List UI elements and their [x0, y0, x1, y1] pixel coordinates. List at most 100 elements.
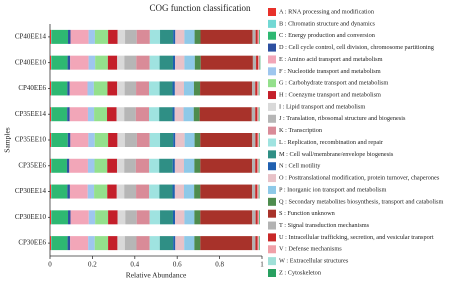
- x-axis-title: Relative Abundance: [126, 271, 187, 280]
- legend-label: E : Amino acid transport and metabolism: [279, 56, 383, 63]
- legend-swatch: [268, 150, 276, 159]
- bar-segment: [51, 236, 68, 251]
- bar-segment: [69, 158, 88, 173]
- bar-segment: [160, 29, 174, 44]
- bar-segment: [124, 184, 137, 199]
- legend-label: U : Intracellular trafficking, secretion…: [279, 234, 434, 241]
- y-axis-title: Samples: [3, 127, 12, 152]
- legend-swatch: [268, 162, 276, 171]
- bar-segment: [174, 158, 184, 173]
- bar-segment: [94, 133, 109, 147]
- legend-label: K : Transcription: [279, 127, 323, 134]
- bar-segment: [51, 210, 69, 225]
- legend-label: F : Nucleotide transport and metabolism: [279, 68, 381, 75]
- bar-segment: [193, 81, 201, 96]
- bar-segment: [252, 236, 256, 251]
- bar-segment: [257, 133, 259, 147]
- legend-swatch: [268, 174, 276, 183]
- legend-swatch: [268, 233, 276, 242]
- bar-segment: [173, 133, 176, 147]
- bar-segment: [88, 210, 96, 225]
- bar-segment: [125, 210, 137, 225]
- legend-swatch: [268, 257, 276, 266]
- bar-segment: [66, 158, 70, 173]
- bar-segment: [259, 236, 260, 251]
- bar-segment: [194, 210, 201, 225]
- legend-swatch: [268, 209, 276, 218]
- bar-segment: [251, 107, 256, 122]
- bar-segment: [172, 107, 175, 122]
- bar-segment: [87, 158, 95, 173]
- x-tick-label: 0.8: [215, 261, 224, 269]
- bar-segment: [136, 236, 150, 251]
- bar-segment: [255, 236, 258, 251]
- bar-segment: [149, 55, 160, 70]
- chart-title: COG function classification: [150, 3, 251, 13]
- bar-segment: [116, 107, 125, 122]
- legend-label: O : Posttranslational modification, prot…: [279, 175, 440, 182]
- legend-label: H : Coenzyme transport and metabolism: [279, 91, 381, 98]
- bar-segment: [257, 81, 259, 96]
- bar-segment: [183, 184, 195, 199]
- bar-segment: [172, 210, 176, 225]
- bar-segment: [70, 55, 89, 70]
- bar-segment: [149, 133, 161, 147]
- bar-segment: [194, 133, 201, 147]
- bar-segment: [94, 29, 109, 44]
- bar-segment: [175, 236, 185, 251]
- legend-label: T : Signal transduction mechanisms: [279, 222, 370, 229]
- legend-swatch: [268, 126, 276, 135]
- y-tick-label: CP30EE14: [15, 187, 47, 195]
- legend-label: W : Extracellular structures: [279, 258, 349, 265]
- bar-segment: [184, 29, 195, 44]
- legend-swatch: [268, 31, 276, 40]
- bar-segment: [175, 210, 185, 225]
- bar-segment: [200, 29, 253, 44]
- bar-segment: [50, 107, 52, 122]
- bar-segment: [184, 55, 195, 70]
- legend-swatch: [268, 102, 276, 111]
- bar-segment: [159, 81, 173, 96]
- bar-segment: [108, 133, 118, 147]
- x-tick-label: 0.4: [130, 261, 139, 269]
- bar-segment: [174, 81, 184, 96]
- bar-segment: [87, 107, 95, 122]
- bar-segment: [50, 81, 52, 96]
- bar-segment: [124, 107, 136, 122]
- legend-label: A : RNA processing and modification: [279, 8, 375, 15]
- x-tick-label: 1: [260, 261, 264, 269]
- bar-segment: [70, 29, 89, 44]
- bar-segment: [252, 55, 257, 70]
- bar-segment: [257, 210, 260, 225]
- y-tick-label: CP40EE6: [18, 84, 46, 92]
- legend-label: I : Lipid transport and metabolism: [279, 103, 365, 110]
- bar-segment: [256, 55, 259, 70]
- bar-segment: [255, 107, 258, 122]
- legend-label: B : Chromatin structure and dynamics: [279, 20, 376, 27]
- bar-segment: [252, 29, 256, 44]
- bar-segment: [51, 29, 69, 44]
- legend-label: P : Inorganic ion transport and metaboli…: [279, 186, 386, 193]
- bar-segment: [117, 236, 125, 251]
- bar-segment: [200, 133, 253, 147]
- bar-segment: [67, 133, 71, 147]
- bar-segment: [117, 29, 126, 44]
- bar-segment: [68, 29, 71, 44]
- legend-swatch: [268, 114, 276, 123]
- bar-segment: [124, 55, 137, 70]
- bar-segment: [200, 236, 253, 251]
- bar-segment: [194, 29, 201, 44]
- y-tick-label: CP40EE14: [15, 32, 47, 40]
- bar-segment: [193, 107, 200, 122]
- bar-segment: [67, 184, 70, 199]
- bar-segment: [149, 210, 161, 225]
- bar-segment: [259, 133, 260, 147]
- legend-label: Q : Secondary metabolites biosynthesis, …: [279, 198, 443, 205]
- legend-swatch: [268, 8, 276, 16]
- bar-segment: [172, 158, 175, 173]
- legend-swatch: [268, 55, 276, 64]
- bar-segment: [159, 184, 173, 199]
- bar-segment: [88, 236, 95, 251]
- bar-segment: [136, 184, 150, 199]
